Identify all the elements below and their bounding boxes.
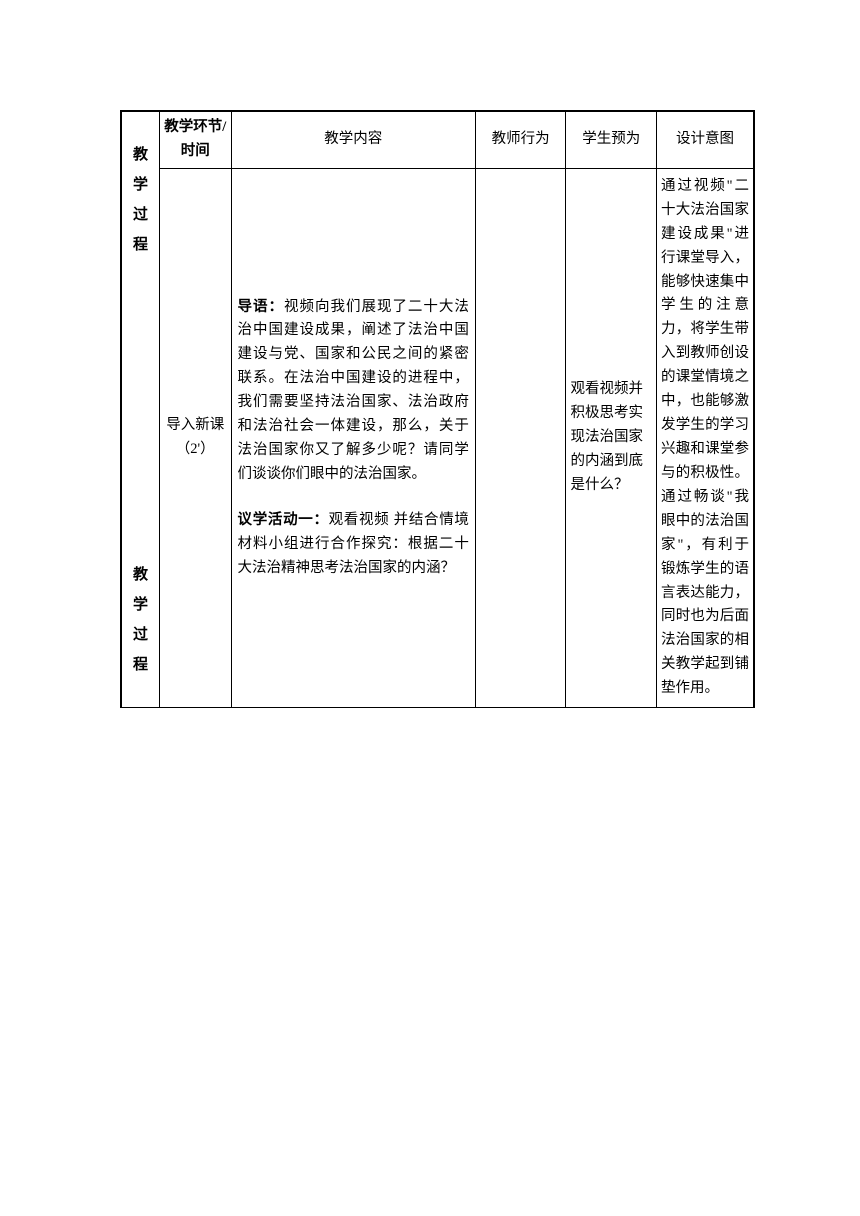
header-stage: 教学环节/时间 <box>159 112 231 169</box>
teacher-cell <box>475 168 566 707</box>
side-label-lower: 教学过程 <box>124 560 157 680</box>
side-label-cell: 教学过程 教学过程 <box>122 112 160 708</box>
intro-label: 导语： <box>238 299 284 315</box>
intro-text: 视频向我们展现了二十大法治中国建设成果，阐述了法治中国建设与党、国家和公民之间的… <box>238 299 469 482</box>
activity-label: 议学活动一： <box>238 512 329 528</box>
header-student: 学生预为 <box>566 112 657 169</box>
content-cell: 导语：视频向我们展现了二十大法治中国建设成果，阐述了法治中国建设与党、国家和公民… <box>231 168 475 707</box>
student-cell: 观看视频并积极思考实现法治国家的内涵到底是什么？ <box>566 168 657 707</box>
stage-cell: 导入新课（2'） <box>159 168 231 707</box>
side-label-upper: 教学过程 <box>124 140 157 260</box>
content-row: 导入新课（2'） 导语：视频向我们展现了二十大法治中国建设成果，阐述了法治中国建… <box>122 168 754 707</box>
header-row: 教学过程 教学过程 教学环节/时间 教学内容 教师行为 学生预为 设计意图 <box>122 112 754 169</box>
design-cell: 通过视频"二十大法治国家建设成果"进行课堂导入，能够快速集中学生的注意力，将学生… <box>657 168 754 707</box>
header-teacher: 教师行为 <box>475 112 566 169</box>
header-design: 设计意图 <box>657 112 754 169</box>
lesson-plan-table: 教学过程 教学过程 教学环节/时间 教学内容 教师行为 学生预为 设计意图 导入… <box>120 110 755 708</box>
header-content: 教学内容 <box>231 112 475 169</box>
